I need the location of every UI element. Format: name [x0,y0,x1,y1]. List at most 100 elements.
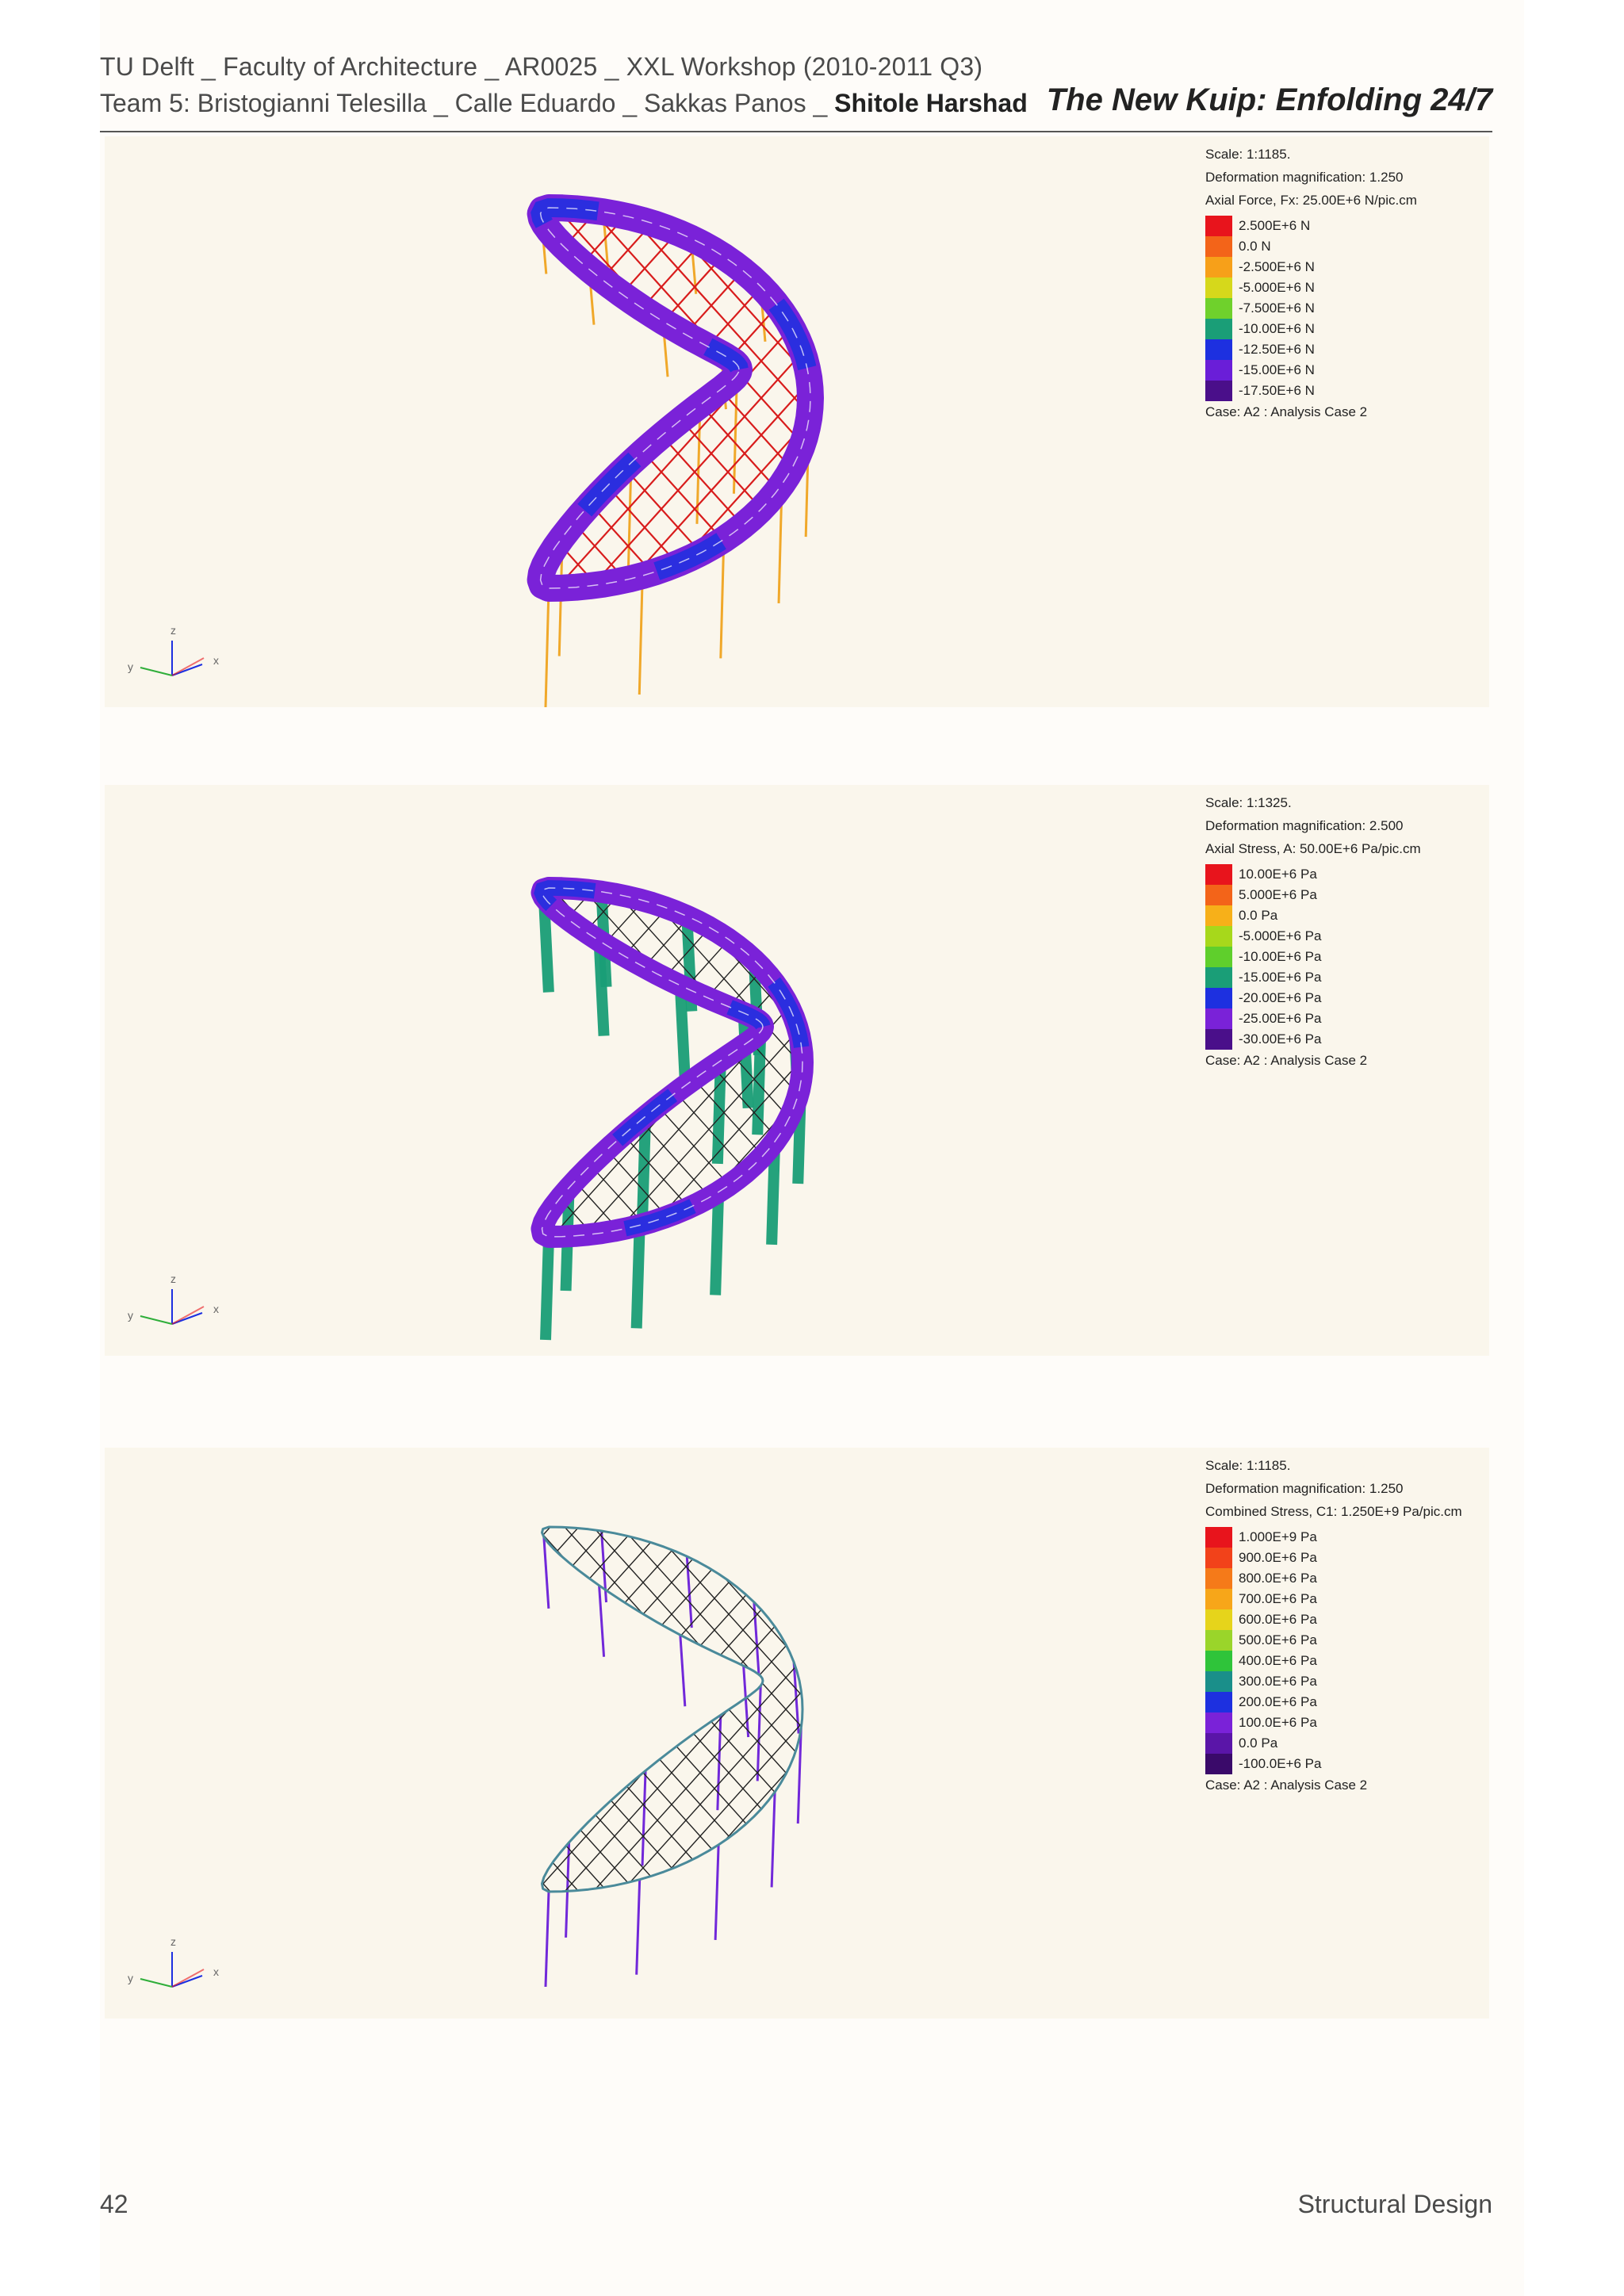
legend-entry: -15.00E+6 N [1205,360,1315,381]
analysis-panel-axial-force: x y z Scale: 1:1185. Deformation magnifica… [105,136,1489,707]
legend-label: 300.0E+6 Pa [1239,1674,1317,1689]
project-title: The New Kuip: Enfolding 24/7 [1046,82,1492,117]
legend-label: 500.0E+6 Pa [1239,1632,1317,1647]
legend-swatch [1205,926,1232,947]
deformation-label: Deformation magnification: 1.250 [1205,1481,1404,1496]
legend-label: 600.0E+6 Pa [1239,1612,1317,1627]
legend-label: 2.500E+6 N [1239,218,1311,233]
legend-entry: -20.00E+6 Pa [1205,988,1321,1008]
panel-info: Scale: 1:1185. Deformation magnification… [1205,143,1417,212]
axis-label-z: z [170,1935,176,1948]
legend-label: 900.0E+6 Pa [1239,1550,1317,1565]
legend-entry: 5.000E+6 Pa [1205,885,1317,905]
legend-swatch [1205,1733,1232,1754]
legend-entry: -30.00E+6 Pa [1205,1029,1321,1050]
axis-triad: x y z [128,624,219,676]
axis-label-x: x [213,654,219,667]
axis-label-z: z [170,1272,176,1285]
legend-label: -10.00E+6 N [1239,321,1315,336]
legend-entry: 0.0 Pa [1205,905,1277,926]
legend-swatch [1205,1589,1232,1609]
page-header: TU Delft _ Faculty of Architecture _ AR0… [100,46,1492,133]
legend-label: -15.00E+6 Pa [1239,970,1322,985]
page-number: 42 [100,2190,128,2218]
legend-entry: -2.500E+6 N [1205,257,1315,277]
legend-label: -2.500E+6 N [1239,259,1315,274]
legend-swatch [1205,1609,1232,1630]
legend-swatch [1205,947,1232,967]
quantity-label: Axial Stress, A: 50.00E+6 Pa/pic.cm [1205,841,1421,856]
legend-label: 5.000E+6 Pa [1239,887,1317,902]
legend-swatch [1205,277,1232,298]
legend-entry: 2.500E+6 N [1205,216,1310,236]
legend-swatch [1205,905,1232,926]
legend-swatch [1205,1008,1232,1029]
legend-swatch [1205,1029,1232,1050]
legend-entry: -15.00E+6 Pa [1205,967,1321,988]
legend-label: 10.00E+6 Pa [1239,867,1317,882]
quantity-label: Combined Stress, C1: 1.250E+9 Pa/pic.cm [1205,1504,1462,1519]
legend-entry: 100.0E+6 Pa [1205,1712,1317,1733]
legend-swatch [1205,1754,1232,1774]
team-member-highlight: Shitole Harshad [834,89,1028,117]
legend-entry: 1.000E+9 Pa [1205,1527,1317,1548]
legend-swatch [1205,1692,1232,1712]
axis-triad: x y z [128,1935,219,1988]
legend-label: -10.00E+6 Pa [1239,949,1322,964]
legend-entry: -7.500E+6 N [1205,298,1315,319]
legend-entry: 700.0E+6 Pa [1205,1589,1317,1609]
axis-label-x: x [213,1303,219,1315]
structure-model-render: x y z [128,194,824,707]
legend-label: -5.000E+6 Pa [1239,928,1322,943]
legend-entry: 200.0E+6 Pa [1205,1692,1317,1712]
legend-entry: 400.0E+6 Pa [1205,1651,1317,1671]
axis-label-z: z [170,624,176,637]
legend-swatch [1205,236,1232,257]
axis-label-x: x [213,1965,219,1978]
legend-swatch [1205,1630,1232,1651]
scale-label: Scale: 1:1185. [1205,147,1291,162]
legend-swatch [1205,339,1232,360]
course-info: TU Delft _ Faculty of Architecture _ AR0… [100,52,983,81]
team-members: Team 5: Bristogianni Telesilla _ Calle E… [100,89,835,117]
legend-entry: -100.0E+6 Pa [1205,1754,1321,1774]
legend-label: 100.0E+6 Pa [1239,1715,1317,1730]
section-name: Structural Design [1297,2190,1492,2218]
panel-info: Scale: 1:1325. Deformation magnification… [1205,791,1421,860]
legend-label: -17.50E+6 N [1239,383,1315,398]
legend-swatch [1205,319,1232,339]
legend-swatch [1205,1548,1232,1568]
analysis-case-label: Case: A2 : Analysis Case 2 [1205,1053,1368,1068]
compression-ring [541,1525,804,1893]
legend-label: 1.000E+9 Pa [1239,1529,1317,1544]
panel-info: Scale: 1:1185. Deformation magnification… [1205,1454,1462,1523]
scale-label: Scale: 1:1325. [1205,795,1292,810]
analysis-panel-combined-stress: x y z Scale: 1:1185. Deformation magnifica… [105,1448,1489,2019]
legend-entry: -25.00E+6 Pa [1205,1008,1321,1029]
legend-entry: -5.000E+6 Pa [1205,926,1321,947]
legend-label: 0.0 Pa [1239,908,1278,923]
legend-label: 0.0 N [1239,239,1271,254]
legend-entry: -17.50E+6 N [1205,381,1315,401]
analysis-panel-axial-stress: x y z Scale: 1:1325. Deformation magnifica… [105,785,1489,1356]
legend-entry: 800.0E+6 Pa [1205,1568,1317,1589]
legend-label: -15.00E+6 N [1239,362,1315,377]
legend-entry: -10.00E+6 Pa [1205,947,1321,967]
legend-label: 800.0E+6 Pa [1239,1571,1317,1586]
scale-label: Scale: 1:1185. [1205,1458,1291,1473]
legend-swatch [1205,1712,1232,1733]
legend-label: -7.500E+6 N [1239,300,1315,316]
legend-entry: 500.0E+6 Pa [1205,1630,1317,1651]
legend-label: -12.50E+6 N [1239,342,1315,357]
legend-label: 0.0 Pa [1239,1735,1278,1751]
legend-label: 200.0E+6 Pa [1239,1694,1317,1709]
legend-label: -25.00E+6 Pa [1239,1011,1322,1026]
legend-swatch [1205,864,1232,885]
axis-label-y: y [128,660,133,673]
structure-model-render: x y z [128,877,814,1341]
legend-swatch [1205,1651,1232,1671]
legend-swatch [1205,257,1232,277]
legend-swatch [1205,381,1232,401]
quantity-label: Axial Force, Fx: 25.00E+6 N/pic.cm [1205,193,1417,208]
legend-entry: 600.0E+6 Pa [1205,1609,1317,1630]
